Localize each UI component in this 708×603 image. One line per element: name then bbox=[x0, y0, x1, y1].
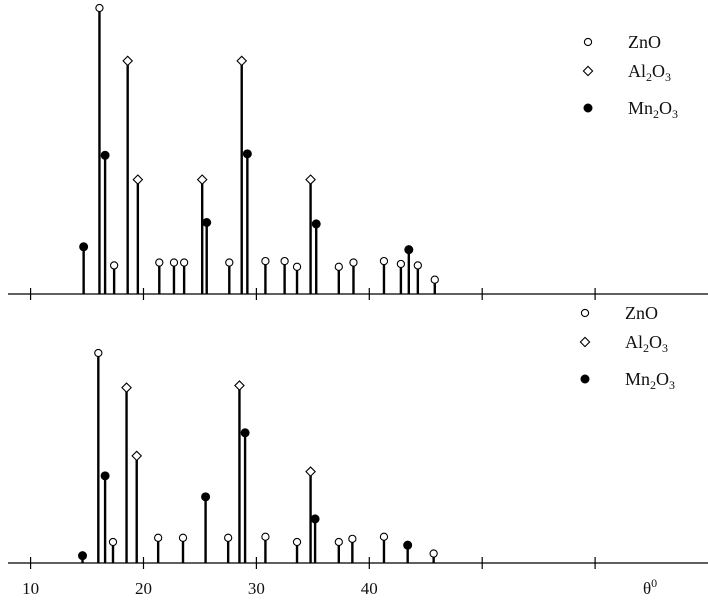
zno-marker bbox=[95, 3, 104, 13]
mn2o3-marker bbox=[310, 514, 320, 524]
legend-label-part: Mn bbox=[628, 98, 653, 118]
zno-marker bbox=[292, 262, 302, 271]
x-tick-label: 30 bbox=[248, 579, 265, 598]
al2o3-marker bbox=[234, 380, 245, 391]
zno-marker bbox=[225, 258, 234, 267]
mn2o3-marker bbox=[403, 540, 413, 550]
legend-label: Al2O3 bbox=[625, 332, 668, 355]
zno-marker bbox=[224, 533, 233, 542]
bottom-stems bbox=[78, 348, 438, 563]
legend-label-subscript: 2 bbox=[643, 341, 649, 355]
mn2o3-marker bbox=[79, 242, 89, 252]
legend-label: ZnO bbox=[625, 303, 658, 323]
legend-label-part: Mn bbox=[625, 369, 650, 389]
legend-label-subscript: 2 bbox=[646, 70, 652, 84]
top-ticks bbox=[29, 288, 596, 300]
mn2o3-marker bbox=[100, 150, 110, 160]
mn2o3-marker bbox=[240, 428, 250, 438]
zno-marker bbox=[108, 537, 118, 547]
al2o3-marker bbox=[196, 174, 208, 185]
zno-marker bbox=[261, 532, 270, 541]
zno-marker bbox=[430, 275, 439, 284]
zno-marker bbox=[154, 533, 163, 542]
legend-label-subscript: 2 bbox=[650, 378, 656, 392]
x-axis-label-main: θ bbox=[643, 579, 651, 598]
zno-marker bbox=[280, 256, 289, 266]
legend-open-diamond-marker bbox=[582, 65, 594, 77]
mn2o3-marker bbox=[202, 218, 212, 227]
legend-label-part: Al bbox=[628, 61, 646, 81]
al2o3-marker bbox=[121, 382, 132, 394]
zno-marker bbox=[155, 258, 164, 267]
zno-marker bbox=[334, 262, 343, 271]
zno-marker bbox=[349, 258, 358, 267]
legend-open-circle-marker bbox=[583, 37, 593, 47]
al2o3-marker bbox=[122, 55, 134, 67]
x-tick-labels: 10 20 30 40 bbox=[22, 579, 378, 598]
legend-filled-circle-marker bbox=[583, 103, 593, 113]
top-stems bbox=[79, 3, 439, 294]
al2o3-marker bbox=[132, 174, 144, 185]
zno-marker bbox=[334, 537, 343, 547]
legend-label-subscript: 3 bbox=[669, 378, 675, 392]
x-tick-label: 10 bbox=[22, 579, 39, 598]
zno-marker bbox=[109, 261, 119, 270]
mn2o3-marker bbox=[100, 471, 110, 481]
legend-label-subscript: 2 bbox=[653, 107, 659, 121]
x-axis-label: θ0 bbox=[643, 576, 657, 598]
mn2o3-marker bbox=[78, 551, 88, 561]
al2o3-marker bbox=[236, 55, 248, 67]
bottom-ticks bbox=[29, 557, 596, 569]
zno-marker bbox=[396, 259, 406, 269]
mn2o3-marker bbox=[201, 492, 211, 502]
x-tick-label: 20 bbox=[135, 579, 152, 598]
al2o3-marker bbox=[131, 450, 143, 462]
legend-filled-circle-marker bbox=[580, 374, 590, 384]
legend-label: Mn2O3 bbox=[628, 98, 678, 121]
legend-label-part: O bbox=[649, 332, 662, 352]
legend-label-subscript: 3 bbox=[672, 107, 678, 121]
zno-marker bbox=[379, 532, 389, 541]
mn2o3-marker bbox=[404, 245, 414, 255]
al2o3-marker bbox=[305, 174, 316, 185]
legend-label-subscript: 3 bbox=[662, 341, 668, 355]
zno-marker bbox=[169, 258, 179, 267]
zno-marker bbox=[348, 534, 357, 543]
zno-marker bbox=[178, 533, 188, 542]
mn2o3-marker bbox=[311, 219, 321, 229]
zno-marker bbox=[179, 258, 189, 267]
al2o3-marker bbox=[305, 466, 316, 478]
zno-marker bbox=[261, 256, 270, 266]
zno-marker bbox=[292, 537, 302, 547]
zno-marker bbox=[379, 256, 389, 266]
legend-open-diamond-marker bbox=[579, 336, 591, 348]
legend-label-part: Al bbox=[625, 332, 643, 352]
legend-label-part: O bbox=[652, 61, 665, 81]
legend-open-circle-marker bbox=[580, 308, 590, 318]
legend-label-part: O bbox=[656, 369, 669, 389]
legend-label: Al2O3 bbox=[628, 61, 671, 84]
x-axis-label-sup: 0 bbox=[651, 576, 657, 590]
legend-label: Mn2O3 bbox=[625, 369, 675, 392]
legend-label-subscript: 3 bbox=[665, 70, 671, 84]
zno-marker bbox=[413, 261, 422, 270]
legend-label-part: O bbox=[659, 98, 672, 118]
x-tick-label: 40 bbox=[361, 579, 378, 598]
zno-marker bbox=[94, 348, 103, 358]
zno-marker bbox=[429, 549, 438, 558]
mn2o3-marker bbox=[242, 149, 252, 159]
legend-label: ZnO bbox=[628, 32, 661, 52]
